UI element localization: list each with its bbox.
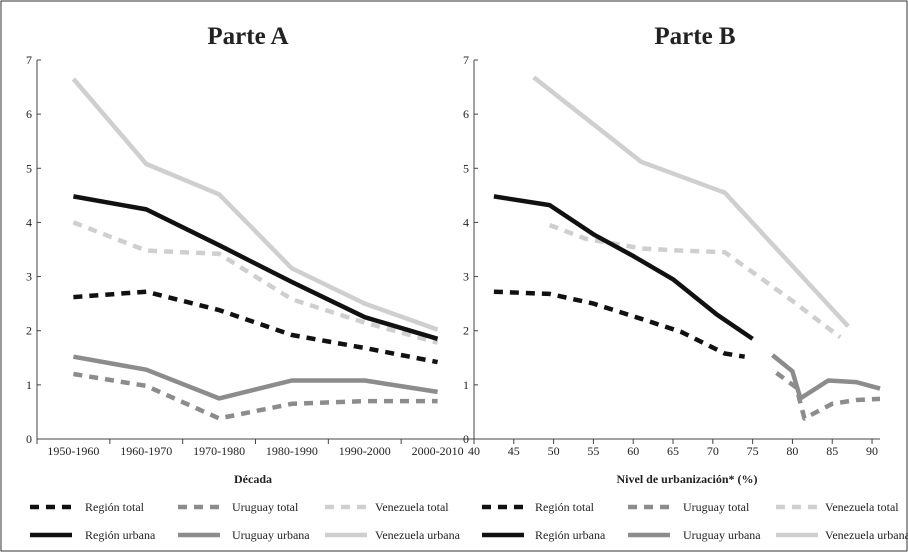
legend-item: Venezuela total — [776, 500, 899, 514]
legend-label: Región urbana — [535, 528, 606, 542]
y-tick-label: 4 — [26, 215, 32, 229]
legend-label: Uruguay urbana — [683, 528, 761, 542]
legend-label: Venezuela total — [825, 500, 899, 514]
x-tick-label: 1960-1970 — [120, 444, 172, 458]
x-tick-label: 60 — [627, 444, 639, 458]
y-tick-label: 0 — [26, 432, 32, 446]
series-line: Región urbana — [73, 194, 439, 341]
legend-item: Venezuela total — [325, 500, 449, 514]
y-tick-label: 7 — [26, 53, 32, 67]
legend-item: Región urbana — [30, 528, 156, 542]
legend-label: Región total — [535, 500, 595, 514]
y-tick-label: 1 — [26, 378, 32, 392]
x-tick-label: 85 — [826, 444, 838, 458]
series-line: Venezuela total — [548, 222, 842, 339]
y-tick-label: 4 — [463, 215, 469, 229]
series-line: Región total — [73, 289, 439, 365]
legend-label: Venezuela urbana — [825, 528, 908, 542]
y-tick-label: 3 — [26, 270, 32, 284]
x-tick-label: 1990-2000 — [339, 444, 391, 458]
x-tick-label: 75 — [747, 444, 759, 458]
x-tick-label: 65 — [667, 444, 679, 458]
legend-item: Región total — [482, 500, 595, 514]
x-tick-label: 1980-1990 — [266, 444, 318, 458]
y-tick-label: 5 — [26, 161, 32, 175]
legend-item: Uruguay urbana — [628, 528, 761, 542]
y-tick-label: 2 — [26, 324, 32, 338]
series-line: Uruguay total — [73, 371, 438, 421]
series-line: Uruguay total — [775, 371, 881, 421]
series-line: Uruguay urbana — [771, 353, 881, 401]
legend-label: Región total — [85, 500, 145, 514]
x-tick-label: 50 — [548, 444, 560, 458]
legend-item: Región urbana — [482, 528, 606, 542]
y-tick-label: 7 — [463, 53, 469, 67]
legend-item: Uruguay urbana — [178, 528, 310, 542]
y-tick-label: 2 — [463, 324, 469, 338]
legend: Región total Uruguay total Venezuela total… — [30, 500, 908, 542]
y-tick-label: 0 — [463, 432, 469, 446]
x-axis-label: Década — [234, 472, 272, 486]
x-tick-label: 1970-1980 — [193, 444, 245, 458]
legend-label: Región urbana — [85, 528, 156, 542]
series-line: Venezuela urbana — [532, 75, 850, 328]
y-tick-label: 1 — [463, 378, 469, 392]
x-tick-label: 90 — [866, 444, 878, 458]
chart-title: Parte B — [654, 23, 735, 50]
legend-item: Región total — [30, 500, 145, 514]
series-line: Región urbana — [493, 194, 754, 341]
legend-item: Uruguay total — [628, 500, 750, 514]
chart-panel-a: Parte A 0 1 2 3 4 5 6 7 1950-1960 1960-1970 1970-… — [26, 23, 475, 486]
x-axis-label: Nivel de urbanización* (%) — [617, 472, 758, 486]
x-tick-label: 2000-2010 — [412, 444, 464, 458]
x-tick-label: 1950-1960 — [47, 444, 99, 458]
y-tick-label: 6 — [463, 107, 469, 121]
y-tick-label: 3 — [463, 270, 469, 284]
x-tick-label: 80 — [786, 444, 798, 458]
y-tick-label: 5 — [463, 161, 469, 175]
x-tick-label: 45 — [508, 444, 520, 458]
legend-label: Uruguay urbana — [232, 528, 310, 542]
legend-item: Venezuela urbana — [325, 528, 461, 542]
chart-title: Parte A — [207, 23, 288, 50]
x-tick-label: 40 — [468, 444, 480, 458]
x-tick-label: 55 — [587, 444, 599, 458]
series-line: Venezuela urbana — [71, 77, 439, 332]
legend-label: Uruguay total — [683, 500, 750, 514]
x-tick-label: 70 — [707, 444, 719, 458]
series-line: Región total — [493, 289, 746, 359]
y-tick-label: 6 — [26, 107, 32, 121]
legend-label: Venezuela urbana — [375, 528, 461, 542]
legend-label: Venezuela total — [375, 500, 449, 514]
legend-item: Venezuela urbana — [776, 528, 908, 542]
series-line: Uruguay urbana — [73, 354, 438, 401]
series-line: Venezuela total — [72, 220, 439, 345]
legend-item: Uruguay total — [178, 500, 299, 514]
legend-label: Uruguay total — [232, 500, 299, 514]
